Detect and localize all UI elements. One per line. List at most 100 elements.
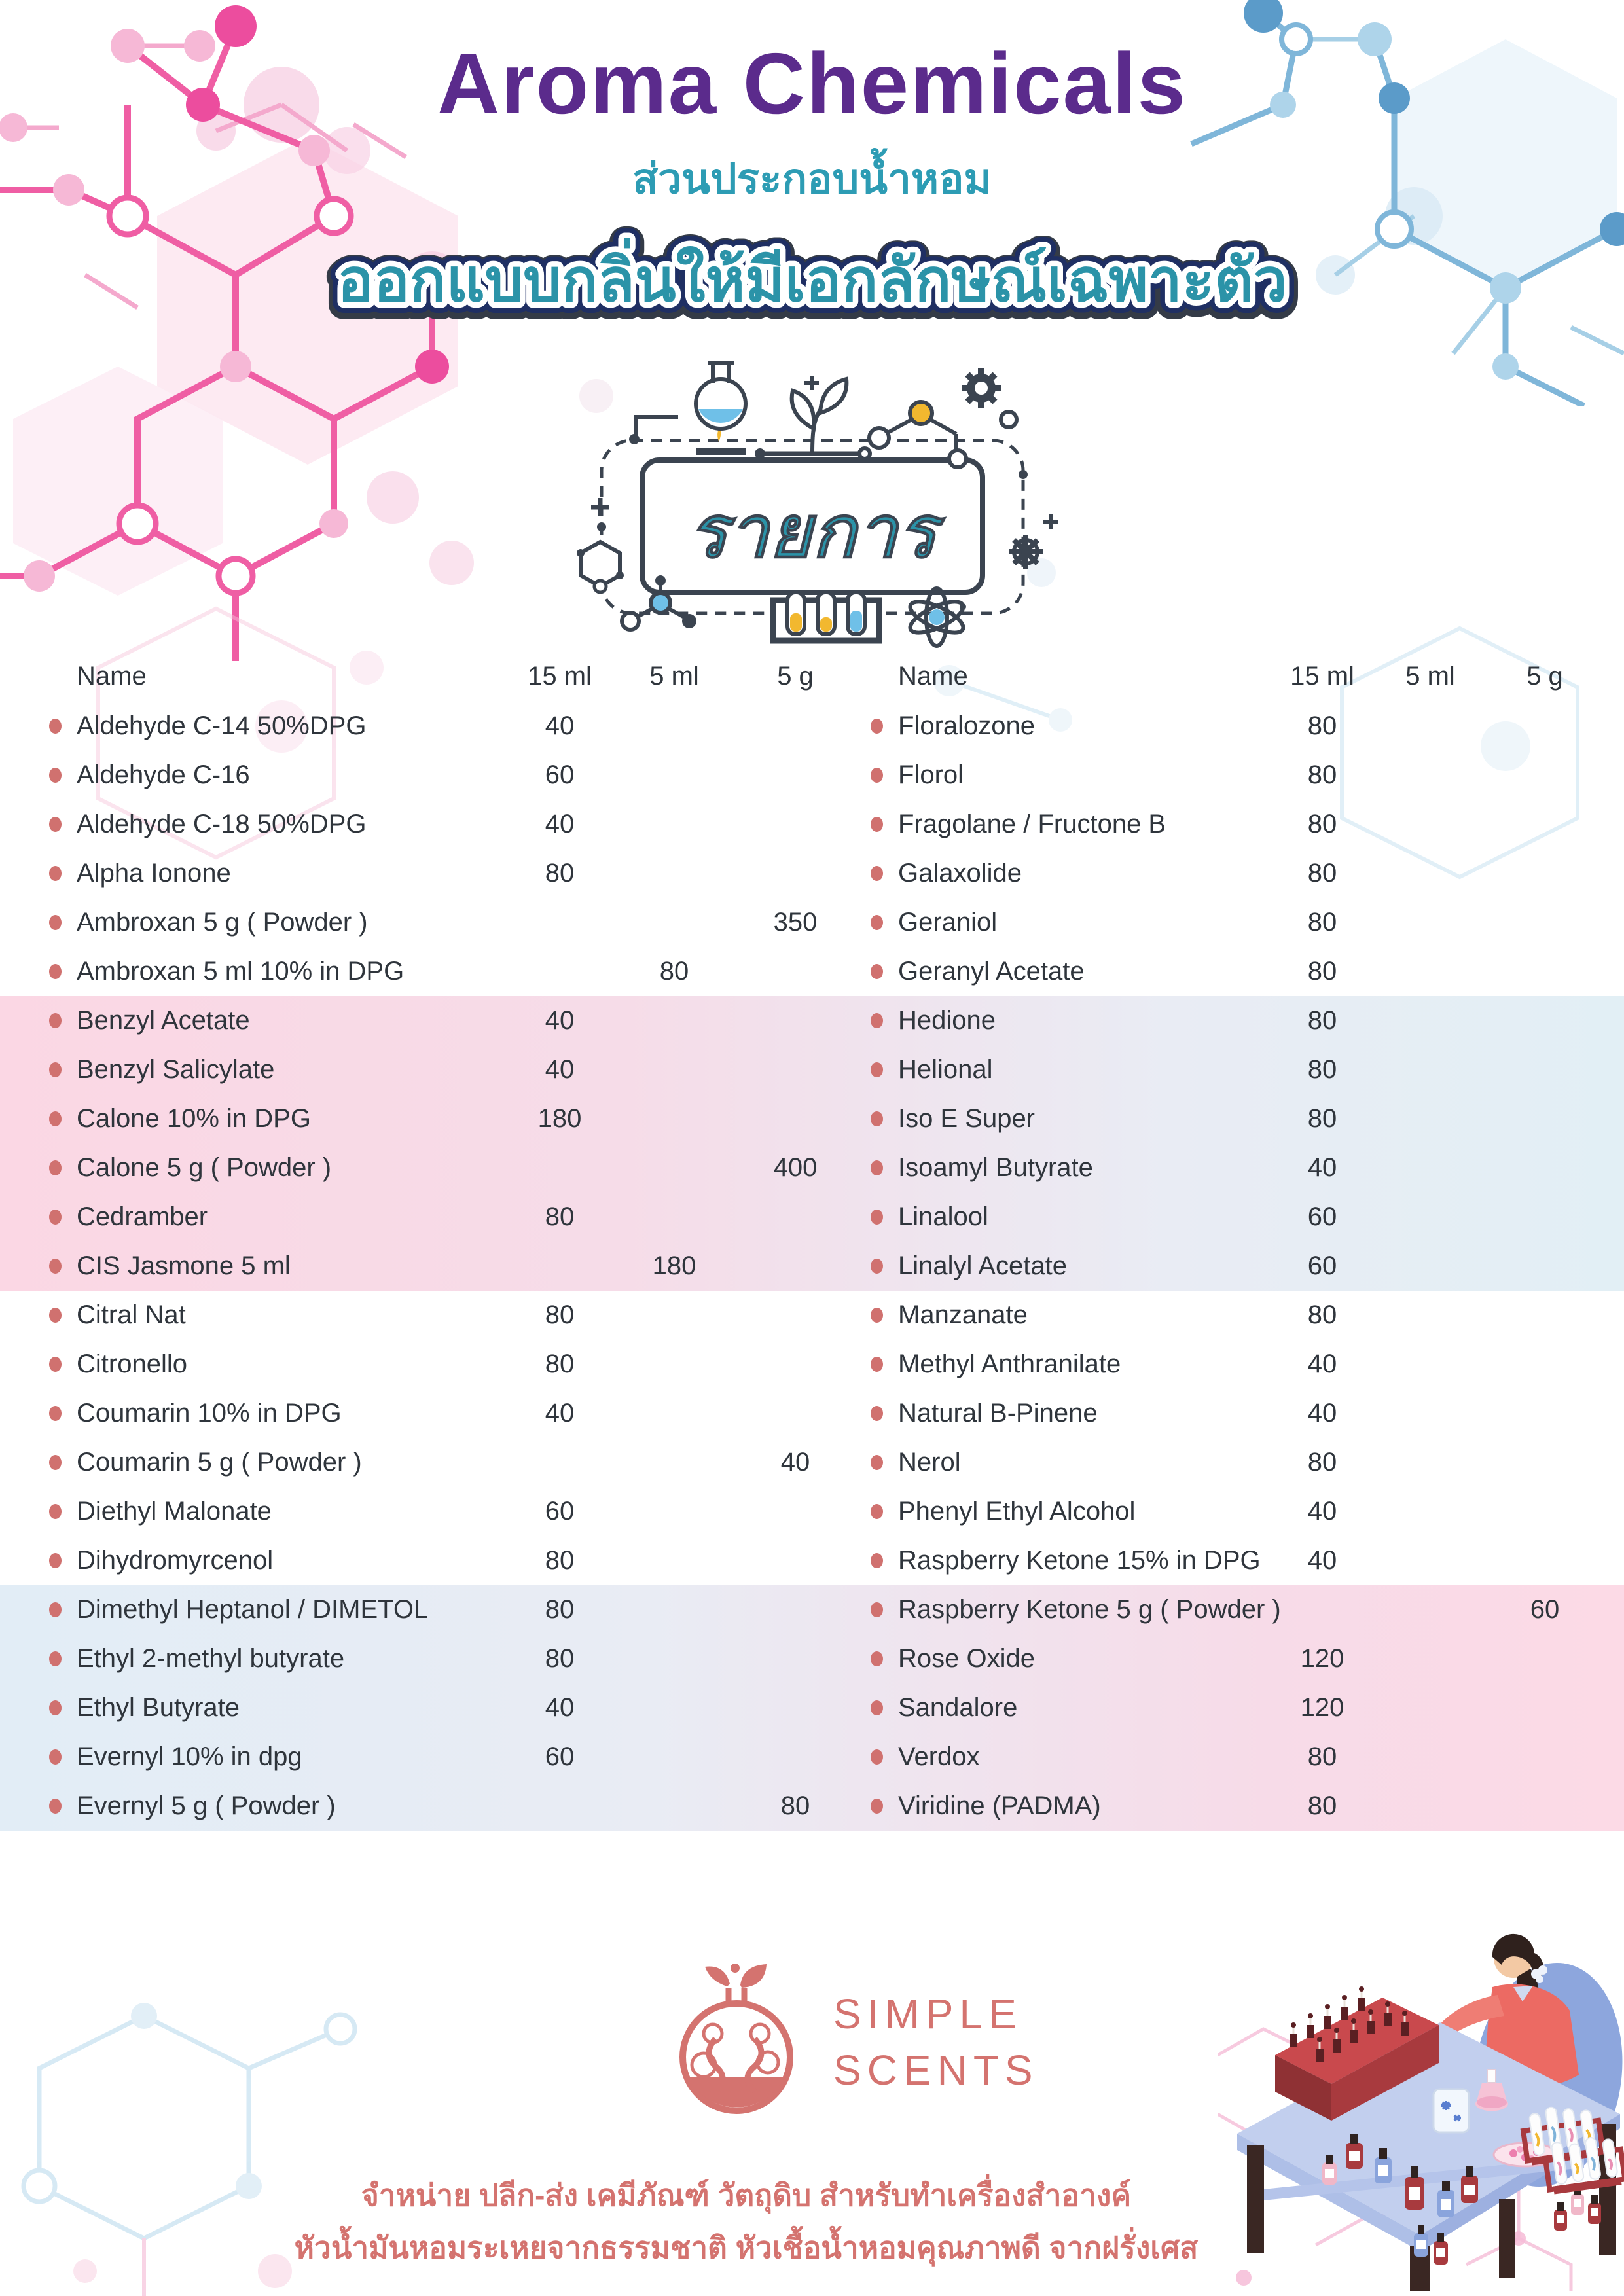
bullet-icon: [871, 1749, 883, 1765]
price-15ml: 40: [545, 810, 575, 838]
price-15ml: 80: [545, 859, 575, 888]
price-15ml: 80: [1307, 810, 1337, 838]
bullet-icon: [49, 1455, 62, 1470]
bullet-icon: [49, 1062, 62, 1077]
price-15ml: 80: [1307, 1006, 1337, 1035]
table-row: Hedione 80: [871, 996, 1610, 1045]
item-name: Evernyl 10% in dpg: [77, 1742, 302, 1771]
table-row: Helional 80: [871, 1045, 1610, 1094]
item-name: CIS Jasmone 5 ml: [77, 1251, 291, 1280]
table-row: Cedramber 80: [49, 1193, 867, 1242]
svg-text:รายการ: รายการ: [688, 491, 946, 573]
col-header-name: Name: [898, 662, 968, 691]
bullet-icon: [49, 1799, 62, 1814]
item-name: Phenyl Ethyl Alcohol: [898, 1497, 1136, 1526]
bullet-icon: [871, 1799, 883, 1814]
col-header-5g: 5 g: [1526, 662, 1563, 691]
item-name: Cedramber: [77, 1202, 208, 1231]
bullet-icon: [49, 1749, 62, 1765]
page-title: Aroma Chemicals: [437, 35, 1187, 132]
table-row: Coumarin 5 g ( Powder ) 40: [49, 1438, 867, 1487]
item-name: Benzyl Salicylate: [77, 1055, 275, 1084]
molecule-icon: [867, 400, 968, 469]
item-name: Coumarin 10% in DPG: [77, 1399, 342, 1427]
table-row: Natural B-Pinene 40: [871, 1389, 1610, 1438]
price-15ml: 80: [1307, 1055, 1337, 1084]
bullet-icon: [49, 1160, 62, 1175]
price-15ml: 60: [545, 761, 575, 789]
bullet-icon: [871, 1308, 883, 1323]
item-name: Aldehyde C-16: [77, 761, 250, 789]
table-row: Galaxolide 80: [871, 849, 1610, 898]
item-name: Methyl Anthranilate: [898, 1350, 1121, 1378]
logo-flask-icon: [679, 1964, 793, 2114]
table-row: Geranyl Acetate 80: [871, 947, 1610, 996]
price-15ml: 80: [1307, 908, 1337, 937]
bullet-icon: [871, 1553, 883, 1568]
item-name: Verdox: [898, 1742, 980, 1771]
item-name: Linalool: [898, 1202, 988, 1231]
table-row: Aldehyde C-18 50%DPG 40: [49, 800, 867, 849]
item-name: Dimethyl Heptanol / DIMETOL: [77, 1595, 429, 1624]
item-name: Natural B-Pinene: [898, 1399, 1098, 1427]
bullet-icon: [871, 1357, 883, 1372]
price-15ml: 40: [1307, 1153, 1337, 1182]
bullet-icon: [871, 1111, 883, 1126]
table-row: Iso E Super 80: [871, 1094, 1610, 1143]
highlight-band-top: [0, 996, 1624, 1291]
bottles: [1322, 2134, 1601, 2265]
bullet-icon: [871, 1013, 883, 1028]
item-name: Coumarin 5 g ( Powder ): [77, 1448, 362, 1477]
brand-name-line2: SCENTS: [833, 2047, 1039, 2094]
table-row: Linalool 60: [871, 1193, 1610, 1242]
price-15ml: 80: [545, 1595, 575, 1624]
bullet-icon: [49, 964, 62, 979]
col-header-5ml: 5 ml: [649, 662, 699, 691]
price-15ml: 40: [1307, 1497, 1337, 1526]
highlight-band-bottom: [0, 1585, 1624, 1831]
price-15ml: 80: [1307, 957, 1337, 986]
table-row: Diethyl Malonate 60: [49, 1487, 867, 1536]
table-row: CIS Jasmone 5 ml 180: [49, 1242, 867, 1291]
price-15ml: 80: [1307, 711, 1337, 740]
table-row: Evernyl 5 g ( Powder ) 80: [49, 1782, 867, 1831]
banner-outlined-text: ออกแบบกลิ่นให้มีเอกลักษณ์เฉพาะตัว ออกแบบ…: [323, 226, 1301, 331]
bullet-icon: [49, 1504, 62, 1519]
table-row: Benzyl Acetate 40: [49, 996, 867, 1045]
price-5ml: 180: [652, 1251, 696, 1280]
item-name: Aldehyde C-14 50%DPG: [77, 711, 367, 740]
bullet-icon: [871, 1455, 883, 1470]
price-15ml: 40: [545, 1006, 575, 1035]
item-name: Fragolane / Fructone B: [898, 810, 1166, 838]
price-15ml: 120: [1300, 1644, 1344, 1673]
item-name: Geranyl Acetate: [898, 957, 1085, 986]
table-row: Dihydromyrcenol 80: [49, 1536, 867, 1585]
price-15ml: 120: [1300, 1693, 1344, 1722]
bullet-icon: [49, 1259, 62, 1274]
bullet-icon: [871, 719, 883, 734]
item-name: Raspberry Ketone 15% in DPG: [898, 1546, 1261, 1575]
table-row: Viridine (PADMA) 80: [871, 1782, 1610, 1831]
price-15ml: 40: [1307, 1546, 1337, 1575]
table-row: Raspberry Ketone 5 g ( Powder ) 60: [871, 1585, 1610, 1634]
bullet-icon: [49, 1210, 62, 1225]
bullet-icon: [871, 1259, 883, 1274]
bullet-icon: [49, 1357, 62, 1372]
bullet-icon: [49, 866, 62, 881]
price-15ml: 60: [545, 1742, 575, 1771]
item-name: Nerol: [898, 1448, 961, 1477]
item-name: Florol: [898, 761, 964, 789]
item-name: Iso E Super: [898, 1104, 1036, 1133]
table-header: Name 15 ml 5 ml 5 g: [49, 651, 867, 702]
perfumer-illustration: [1218, 1933, 1624, 2291]
item-name: Calone 10% in DPG: [77, 1104, 311, 1133]
col-header-15ml: 15 ml: [1290, 662, 1354, 691]
table-row: Verdox 80: [871, 1732, 1610, 1782]
table-row: Floralozone 80: [871, 702, 1610, 751]
price-15ml: 40: [1307, 1399, 1337, 1427]
table-row: Benzyl Salicylate 40: [49, 1045, 867, 1094]
bullet-icon: [49, 1308, 62, 1323]
bullet-icon: [49, 1553, 62, 1568]
item-name: Geraniol: [898, 908, 998, 937]
